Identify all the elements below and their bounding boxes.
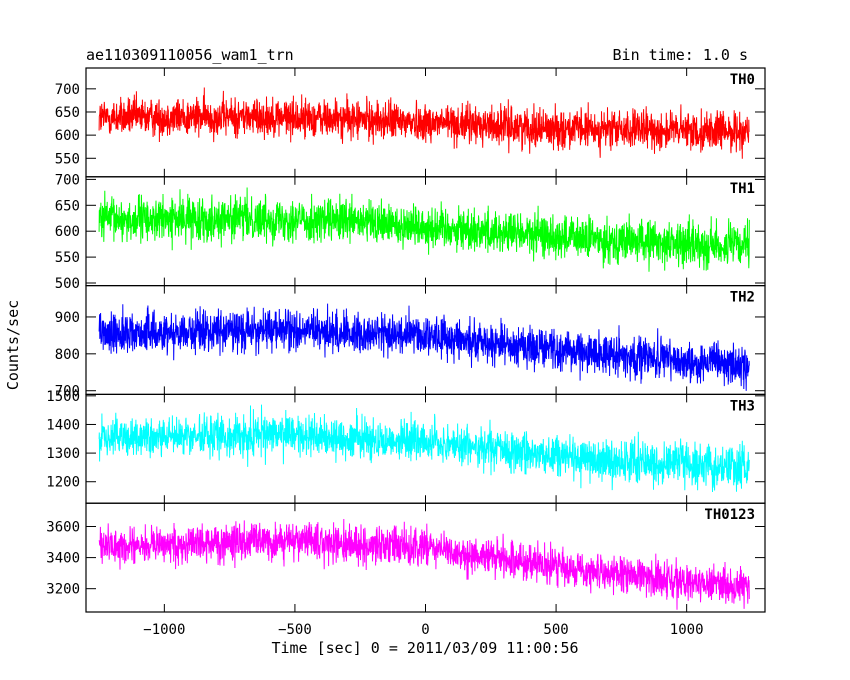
y-tick-label: 900 [55, 310, 80, 326]
x-tick-label: 0 [421, 622, 429, 638]
y-tick-label: 1400 [46, 417, 80, 433]
x-tick-label: 1000 [670, 622, 704, 638]
band-label-th0123: TH0123 [704, 507, 755, 523]
y-tick-label: 600 [55, 224, 80, 240]
series-line-th1 [98, 187, 750, 272]
y-tick-label: 700 [55, 82, 80, 98]
figure-title: ae110309110056_wam1_trn [86, 46, 294, 64]
x-axis-title: Time [sec] 0 = 2011/03/09 11:00:56 [271, 639, 578, 657]
band-label-th1: TH1 [730, 181, 755, 197]
y-tick-label: 650 [55, 105, 80, 121]
y-tick-label: 650 [55, 198, 80, 214]
panels-group: 550 600 650 700 TH0 500 550 600 650 700 TH1 700 800 9… [46, 67, 766, 613]
band-label-th2: TH2 [730, 290, 755, 306]
panel-th0123: 3200 3400 3600 TH0123 [46, 502, 766, 613]
band-label-th3: TH3 [730, 398, 755, 414]
y-axis-title: Counts/sec [4, 300, 22, 390]
panel-th1: 500 550 600 650 700 TH1 [55, 172, 766, 292]
y-tick-label: 800 [55, 347, 80, 363]
y-tick-label: 1500 [46, 389, 80, 405]
x-tick-label: −500 [278, 622, 312, 638]
series-line-th2 [98, 303, 750, 391]
y-tick-label: 3200 [46, 582, 80, 598]
y-tick-label: 1200 [46, 475, 80, 491]
y-tick-label: 3600 [46, 520, 80, 536]
panel-th0: 550 600 650 700 TH0 [55, 67, 766, 178]
y-tick-label: 700 [55, 384, 80, 400]
panel-th3: 1200 1300 1400 1500 TH3 [46, 389, 766, 504]
y-tick-label: 550 [55, 250, 80, 266]
y-tick-label: 550 [55, 151, 80, 167]
series-line-th0 [98, 87, 750, 159]
panel-th2: 700 800 900 TH2 [55, 285, 766, 400]
y-tick-label: 600 [55, 128, 80, 144]
series-line-th3 [98, 404, 750, 493]
y-tick-label: 1300 [46, 446, 80, 462]
y-tick-label: 500 [55, 276, 80, 292]
x-tick-label: −1000 [143, 622, 185, 638]
band-label-th0: TH0 [730, 72, 755, 88]
x-axis: −1000 −500 0 500 1000 [143, 622, 703, 638]
y-tick-label: 700 [55, 172, 80, 188]
series-line-th0123 [98, 518, 750, 610]
y-tick-label: 3400 [46, 551, 80, 567]
x-tick-label: 500 [543, 622, 568, 638]
bin-time-label: Bin time: 1.0 s [613, 46, 748, 64]
